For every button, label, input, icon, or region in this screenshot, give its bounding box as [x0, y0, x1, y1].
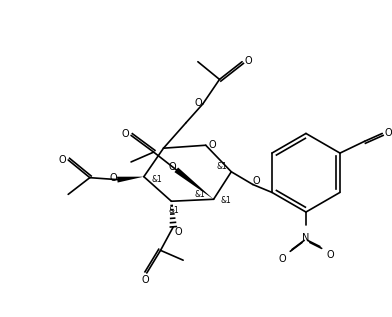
- Text: O: O: [384, 128, 392, 139]
- Text: O: O: [327, 250, 334, 260]
- Text: O: O: [174, 227, 182, 237]
- Text: O: O: [194, 98, 202, 108]
- Text: O: O: [141, 275, 149, 285]
- Polygon shape: [117, 177, 144, 183]
- Text: O: O: [110, 173, 117, 183]
- Text: &1: &1: [169, 206, 180, 215]
- Text: &1: &1: [216, 162, 227, 171]
- Text: O: O: [279, 254, 286, 264]
- Text: &1: &1: [194, 190, 205, 199]
- Text: N: N: [302, 233, 310, 243]
- Text: &1: &1: [151, 175, 162, 184]
- Text: O: O: [209, 140, 216, 150]
- Polygon shape: [174, 167, 214, 199]
- Text: O: O: [244, 56, 252, 66]
- Text: O: O: [122, 129, 129, 139]
- Text: O: O: [58, 155, 66, 165]
- Text: O: O: [169, 162, 176, 172]
- Text: O: O: [252, 176, 260, 186]
- Text: &1: &1: [220, 196, 231, 205]
